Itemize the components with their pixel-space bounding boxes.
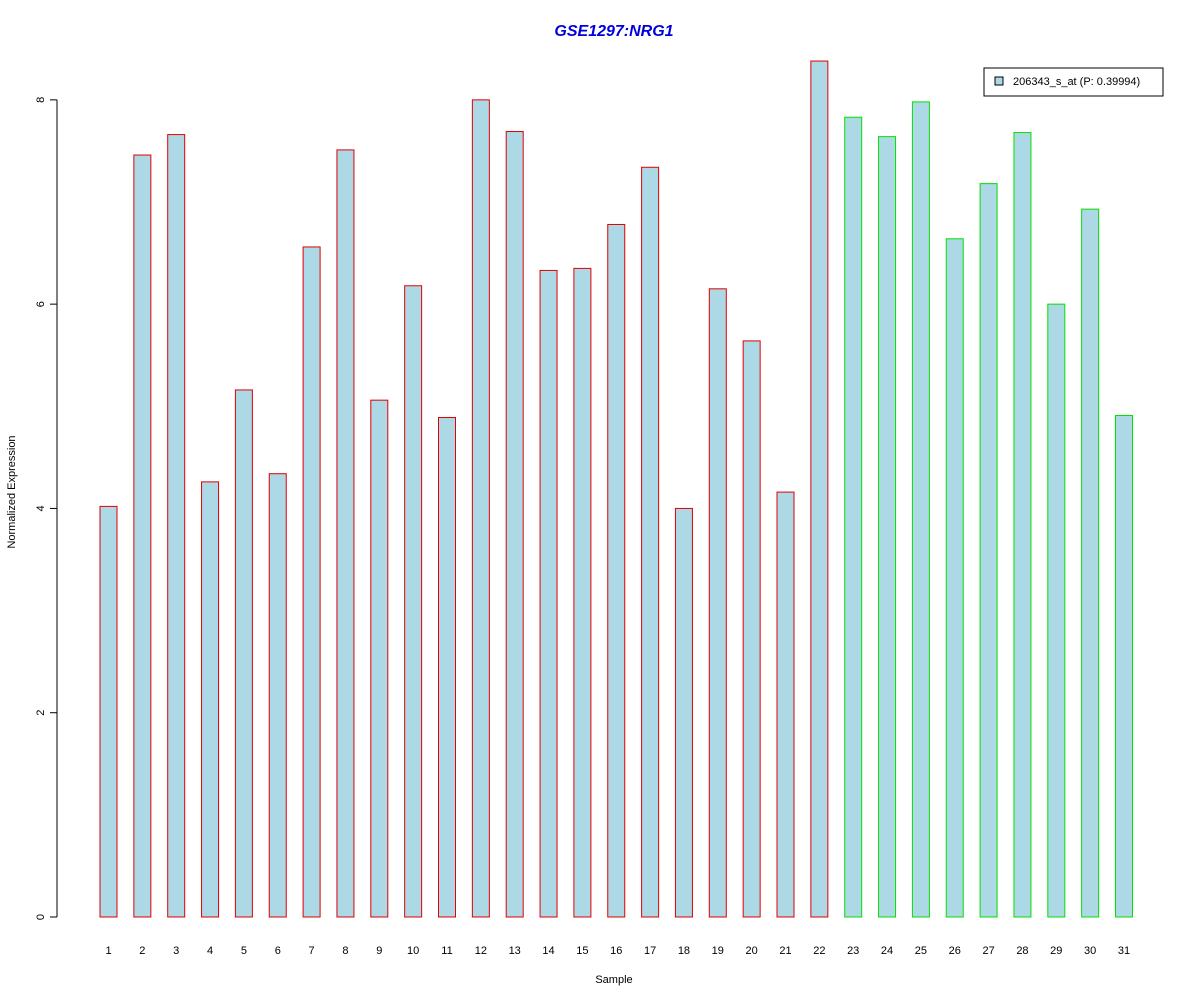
x-tick-labels: 1 2 3 4 5 6 7 8 9 10 11 12 13 14 15 16 17 18 19 20 21 22 23 24 2… xyxy=(105,945,1130,957)
bar-sample-15 xyxy=(573,267,592,918)
bar-sample-2 xyxy=(133,154,152,918)
bar-sample-13 xyxy=(505,131,524,918)
bar-sample-29 xyxy=(1047,303,1066,918)
legend-swatch xyxy=(994,76,1004,86)
bar-sample-31 xyxy=(1115,414,1133,918)
x-tick-label: 28 xyxy=(1016,945,1028,957)
x-tick-label: 20 xyxy=(746,945,758,957)
bars-group xyxy=(99,60,1133,918)
x-tick-label: 6 xyxy=(275,945,281,957)
bar-sample-9 xyxy=(370,399,389,918)
bar-sample-11 xyxy=(438,417,456,918)
bar-sample-19 xyxy=(708,288,727,918)
bar-sample-8 xyxy=(336,149,355,918)
bar-sample-12 xyxy=(471,99,490,918)
x-tick-label: 2 xyxy=(139,945,145,957)
x-tick-label: 25 xyxy=(915,945,927,957)
bar-sample-6 xyxy=(268,473,287,918)
bar-sample-4 xyxy=(201,481,220,918)
y-axis-title: Normalized Expression xyxy=(6,435,18,548)
bar-sample-5 xyxy=(234,389,253,918)
x-tick-label: 4 xyxy=(207,945,213,957)
legend-box xyxy=(983,67,1164,97)
x-tick-label: 14 xyxy=(542,945,554,957)
y-tick-label: 8 xyxy=(35,97,47,103)
x-tick-label: 7 xyxy=(309,945,315,957)
y-tick-label: 6 xyxy=(35,301,47,307)
bar-sample-22 xyxy=(810,60,829,918)
bar-sample-30 xyxy=(1081,208,1100,918)
y-tick-label: 0 xyxy=(35,914,47,920)
x-tick-label: 21 xyxy=(779,945,791,957)
bar-sample-20 xyxy=(742,340,761,918)
x-tick-label: 18 xyxy=(678,945,690,957)
bar-sample-16 xyxy=(607,223,626,918)
bar-sample-23 xyxy=(844,116,863,918)
bar-sample-14 xyxy=(539,269,558,918)
bar-sample-10 xyxy=(404,285,423,918)
x-tick-label: 10 xyxy=(407,945,419,957)
x-tick-label: 17 xyxy=(644,945,656,957)
chart-title: GSE1297:NRG1 xyxy=(554,23,673,40)
x-tick-label: 9 xyxy=(376,945,382,957)
x-axis-title: Sample xyxy=(595,974,632,986)
x-tick-label: 23 xyxy=(847,945,859,957)
bar-sample-3 xyxy=(167,134,186,918)
bar-sample-24 xyxy=(878,136,897,918)
y-tick-label: 4 xyxy=(35,505,47,511)
legend: 206343_s_at (P: 0.39994) xyxy=(983,67,1164,97)
bar-sample-21 xyxy=(776,491,795,918)
x-tick-label: 29 xyxy=(1050,945,1062,957)
bar-sample-17 xyxy=(641,166,660,918)
x-tick-label: 27 xyxy=(982,945,994,957)
x-tick-label: 15 xyxy=(576,945,588,957)
x-tick-label: 11 xyxy=(441,945,452,957)
x-tick-label: 30 xyxy=(1084,945,1096,957)
bar-sample-1 xyxy=(99,505,118,918)
x-tick-label: 12 xyxy=(475,945,487,957)
x-tick-label: 3 xyxy=(173,945,179,957)
x-tick-label: 31 xyxy=(1118,945,1130,957)
x-tick-label: 24 xyxy=(881,945,893,957)
x-tick-label: 8 xyxy=(342,945,348,957)
bar-sample-27 xyxy=(979,183,998,918)
bar-sample-26 xyxy=(945,238,964,918)
x-tick-label: 22 xyxy=(813,945,825,957)
bar-sample-7 xyxy=(302,246,321,918)
x-tick-label: 26 xyxy=(949,945,961,957)
bar-sample-25 xyxy=(911,101,930,918)
x-tick-label: 16 xyxy=(610,945,622,957)
x-tick-label: 5 xyxy=(241,945,247,957)
x-tick-label: 1 xyxy=(105,945,111,957)
legend-label: 206343_s_at (P: 0.39994) xyxy=(1013,76,1140,88)
y-tick-label: 2 xyxy=(35,710,47,716)
bar-sample-18 xyxy=(674,507,693,918)
bar-sample-28 xyxy=(1013,132,1032,918)
x-tick-label: 19 xyxy=(712,945,724,957)
x-tick-label: 13 xyxy=(509,945,521,957)
y-axis: 0 2 4 6 8 xyxy=(35,97,58,920)
